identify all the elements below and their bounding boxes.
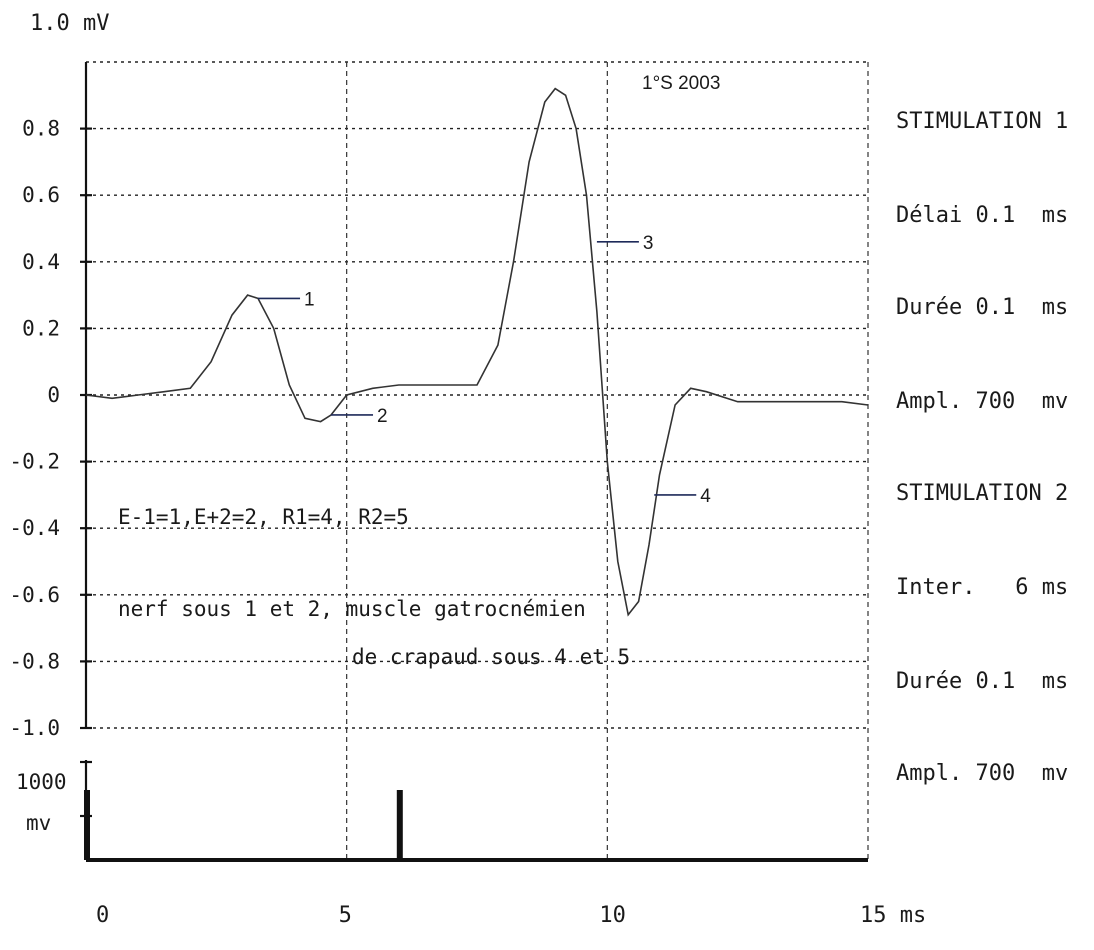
- x-tick-label: 15 ms: [860, 903, 926, 928]
- settings-line: Durée 0.1 ms: [896, 295, 1068, 320]
- annotation-label: 1: [304, 289, 315, 310]
- x-tick-label: 0: [96, 903, 109, 928]
- x-tick-label: 10: [599, 903, 626, 928]
- settings-line: STIMULATION 2: [896, 481, 1068, 506]
- labels: 1.0 mV 1°S 2003 E-1=1,E+2=2, R1=4, R2=5 …: [16, 11, 720, 835]
- y-tick-label: 0.6: [22, 183, 60, 207]
- stimulus-pulses: [80, 760, 403, 860]
- y-top-label: 1.0 mV: [30, 11, 109, 36]
- settings-line: STIMULATION 1: [896, 109, 1068, 134]
- stimulus-pulse: [84, 790, 90, 860]
- y-tick-label: -0.2: [9, 450, 60, 474]
- annotation-label: 4: [700, 486, 711, 507]
- y-tick-label: -1.0: [9, 716, 60, 740]
- note-line-1: E-1=1,E+2=2, R1=4, R2=5: [118, 505, 409, 529]
- y-tick-label: 0.8: [22, 117, 60, 141]
- annotation-label: 2: [377, 406, 388, 427]
- y-tick-label: -0.4: [9, 516, 60, 540]
- x-tick-label: 5: [339, 903, 352, 928]
- note-line-2: nerf sous 1 et 2, muscle gatrocnémien: [118, 597, 586, 621]
- stim-ylabel-unit: mv: [26, 811, 51, 835]
- axes: 0.8 0.6 0.4 0.2 0 -0.2 -0.4 -0.6 -0.8 -1.0 0 5 10 15 …: [9, 62, 926, 928]
- trace-layer: 1 2 3 4: [85, 87, 869, 617]
- settings-line: Inter. 6 ms: [896, 575, 1068, 600]
- note-line-3: de crapaud sous 4 et 5: [352, 645, 630, 669]
- settings-line: Ampl. 700 mv: [896, 389, 1068, 414]
- settings-line: Ampl. 700 mv: [896, 761, 1068, 786]
- settings-line: Durée 0.1 ms: [896, 669, 1068, 694]
- y-tick-label: 0: [47, 383, 60, 407]
- settings-panel: STIMULATION 1 Délai 0.1 ms Durée 0.1 ms Amp…: [896, 109, 1068, 786]
- header-note: 1°S 2003: [642, 73, 720, 94]
- y-tick-label: 0.4: [22, 250, 60, 274]
- annotation-label: 3: [643, 233, 654, 254]
- y-tick-label: 0.2: [22, 316, 60, 340]
- settings-line: Délai 0.1 ms: [896, 203, 1068, 228]
- gridlines: [86, 61, 869, 860]
- stimulus-pulse: [396, 790, 403, 860]
- potential-trace: [85, 87, 869, 617]
- y-tick-label: -0.8: [9, 649, 60, 673]
- stim-ylabel-value: 1000: [16, 770, 67, 794]
- y-tick-label: -0.6: [9, 583, 60, 607]
